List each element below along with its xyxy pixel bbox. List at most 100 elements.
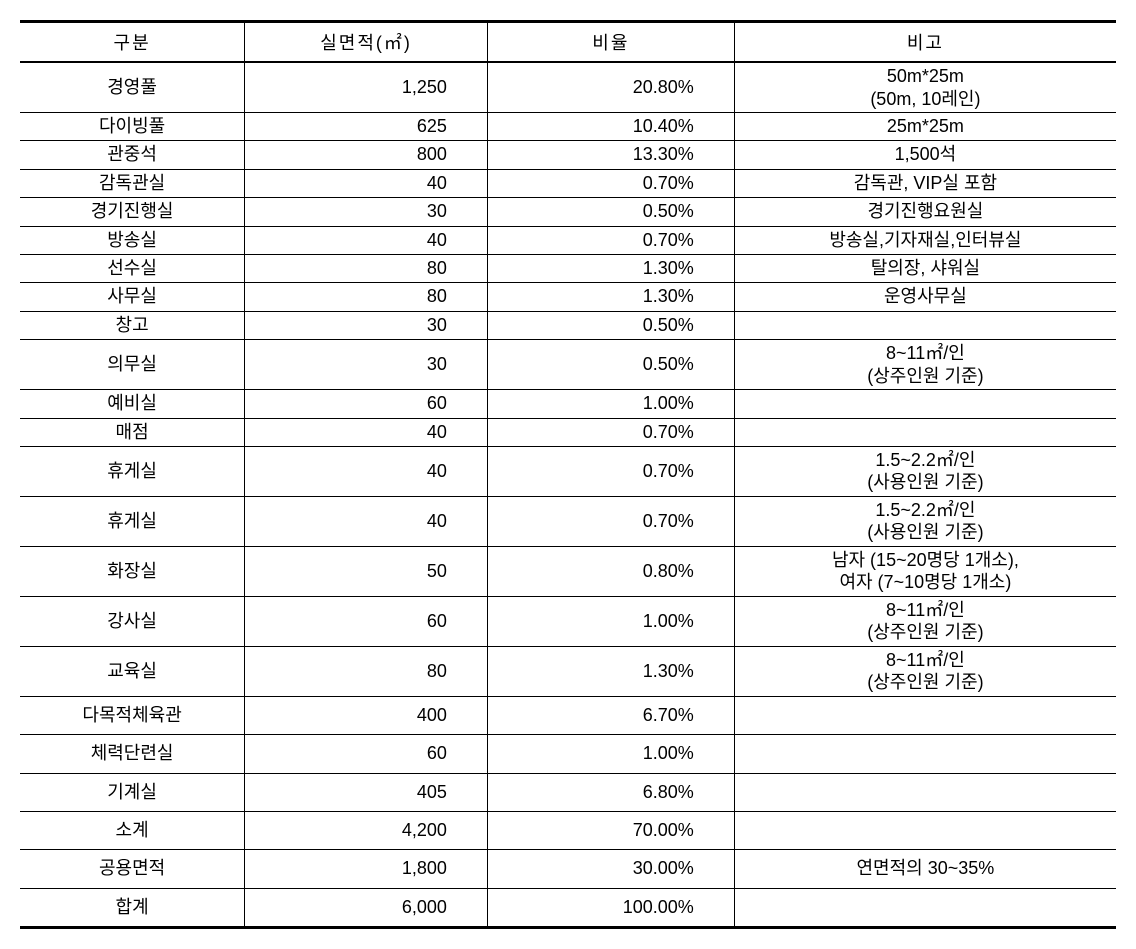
table-row: 체력단련실601.00% <box>20 735 1116 773</box>
cell-area: 80 <box>245 254 488 282</box>
cell-category: 방송실 <box>20 226 245 254</box>
cell-ratio: 10.40% <box>487 113 734 141</box>
cell-note: 50m*25m(50m, 10레인) <box>734 62 1116 113</box>
table-row: 사무실801.30%운영사무실 <box>20 283 1116 311</box>
cell-note <box>734 812 1116 850</box>
cell-ratio: 13.30% <box>487 141 734 169</box>
header-ratio: 비율 <box>487 22 734 63</box>
cell-category: 휴게실 <box>20 496 245 546</box>
cell-area: 80 <box>245 646 488 696</box>
cell-area: 80 <box>245 283 488 311</box>
cell-ratio: 0.50% <box>487 340 734 390</box>
cell-area: 40 <box>245 418 488 446</box>
cell-category: 휴게실 <box>20 446 245 496</box>
cell-category: 선수실 <box>20 254 245 282</box>
cell-ratio: 30.00% <box>487 850 734 888</box>
table-row: 합계6,000100.00% <box>20 888 1116 927</box>
cell-note: 연면적의 30~35% <box>734 850 1116 888</box>
cell-note: 1.5~2.2㎡/인(사용인원 기준) <box>734 446 1116 496</box>
cell-note: 8~11㎡/인(상주인원 기준) <box>734 646 1116 696</box>
table-row: 경영풀1,25020.80%50m*25m(50m, 10레인) <box>20 62 1116 113</box>
cell-note <box>734 390 1116 418</box>
cell-area: 800 <box>245 141 488 169</box>
cell-category: 매점 <box>20 418 245 446</box>
cell-ratio: 0.50% <box>487 198 734 226</box>
cell-ratio: 1.00% <box>487 596 734 646</box>
cell-area: 30 <box>245 340 488 390</box>
cell-area: 30 <box>245 311 488 339</box>
cell-note: 감독관, VIP실 포함 <box>734 169 1116 197</box>
cell-area: 625 <box>245 113 488 141</box>
cell-ratio: 100.00% <box>487 888 734 927</box>
header-note: 비고 <box>734 22 1116 63</box>
cell-ratio: 70.00% <box>487 812 734 850</box>
cell-area: 40 <box>245 496 488 546</box>
cell-area: 400 <box>245 696 488 734</box>
table-row: 강사실601.00%8~11㎡/인(상주인원 기준) <box>20 596 1116 646</box>
cell-ratio: 0.50% <box>487 311 734 339</box>
cell-area: 1,800 <box>245 850 488 888</box>
cell-category: 경기진행실 <box>20 198 245 226</box>
header-area: 실면적(㎡) <box>245 22 488 63</box>
header-category: 구분 <box>20 22 245 63</box>
cell-category: 창고 <box>20 311 245 339</box>
table-body: 경영풀1,25020.80%50m*25m(50m, 10레인)다이빙풀6251… <box>20 62 1116 928</box>
cell-note <box>734 773 1116 811</box>
cell-category: 화장실 <box>20 546 245 596</box>
cell-area: 40 <box>245 169 488 197</box>
cell-category: 의무실 <box>20 340 245 390</box>
cell-area: 1,250 <box>245 62 488 113</box>
table-row: 경기진행실300.50%경기진행요원실 <box>20 198 1116 226</box>
cell-area: 60 <box>245 596 488 646</box>
cell-ratio: 0.70% <box>487 496 734 546</box>
table-row: 화장실500.80%남자 (15~20명당 1개소),여자 (7~10명당 1개… <box>20 546 1116 596</box>
cell-category: 체력단련실 <box>20 735 245 773</box>
cell-category: 경영풀 <box>20 62 245 113</box>
cell-area: 60 <box>245 390 488 418</box>
table-row: 교육실801.30%8~11㎡/인(상주인원 기준) <box>20 646 1116 696</box>
cell-ratio: 0.80% <box>487 546 734 596</box>
table-row: 의무실300.50%8~11㎡/인(상주인원 기준) <box>20 340 1116 390</box>
cell-category: 강사실 <box>20 596 245 646</box>
table-row: 다목적체육관4006.70% <box>20 696 1116 734</box>
cell-category: 공용면적 <box>20 850 245 888</box>
data-table: 구분 실면적(㎡) 비율 비고 경영풀1,25020.80%50m*25m(50… <box>20 20 1116 929</box>
cell-ratio: 0.70% <box>487 226 734 254</box>
cell-area: 4,200 <box>245 812 488 850</box>
cell-note: 운영사무실 <box>734 283 1116 311</box>
table-row: 창고300.50% <box>20 311 1116 339</box>
cell-ratio: 0.70% <box>487 446 734 496</box>
cell-note: 탈의장, 샤워실 <box>734 254 1116 282</box>
cell-note: 1.5~2.2㎡/인(사용인원 기준) <box>734 496 1116 546</box>
cell-category: 교육실 <box>20 646 245 696</box>
table-row: 감독관실400.70%감독관, VIP실 포함 <box>20 169 1116 197</box>
cell-area: 30 <box>245 198 488 226</box>
cell-ratio: 1.30% <box>487 283 734 311</box>
cell-category: 합계 <box>20 888 245 927</box>
cell-category: 감독관실 <box>20 169 245 197</box>
cell-ratio: 1.30% <box>487 254 734 282</box>
cell-ratio: 1.00% <box>487 735 734 773</box>
cell-note: 8~11㎡/인(상주인원 기준) <box>734 596 1116 646</box>
cell-category: 기계실 <box>20 773 245 811</box>
cell-category: 다목적체육관 <box>20 696 245 734</box>
cell-category: 다이빙풀 <box>20 113 245 141</box>
cell-ratio: 20.80% <box>487 62 734 113</box>
cell-ratio: 0.70% <box>487 418 734 446</box>
cell-note: 경기진행요원실 <box>734 198 1116 226</box>
cell-category: 소계 <box>20 812 245 850</box>
cell-area: 405 <box>245 773 488 811</box>
table-row: 휴게실400.70%1.5~2.2㎡/인(사용인원 기준) <box>20 446 1116 496</box>
cell-note: 25m*25m <box>734 113 1116 141</box>
cell-note: 1,500석 <box>734 141 1116 169</box>
cell-category: 예비실 <box>20 390 245 418</box>
cell-area: 40 <box>245 226 488 254</box>
cell-ratio: 6.80% <box>487 773 734 811</box>
cell-area: 40 <box>245 446 488 496</box>
table-row: 관중석80013.30%1,500석 <box>20 141 1116 169</box>
cell-note <box>734 311 1116 339</box>
cell-note <box>734 888 1116 927</box>
table-row: 방송실400.70%방송실,기자재실,인터뷰실 <box>20 226 1116 254</box>
cell-area: 6,000 <box>245 888 488 927</box>
cell-ratio: 6.70% <box>487 696 734 734</box>
